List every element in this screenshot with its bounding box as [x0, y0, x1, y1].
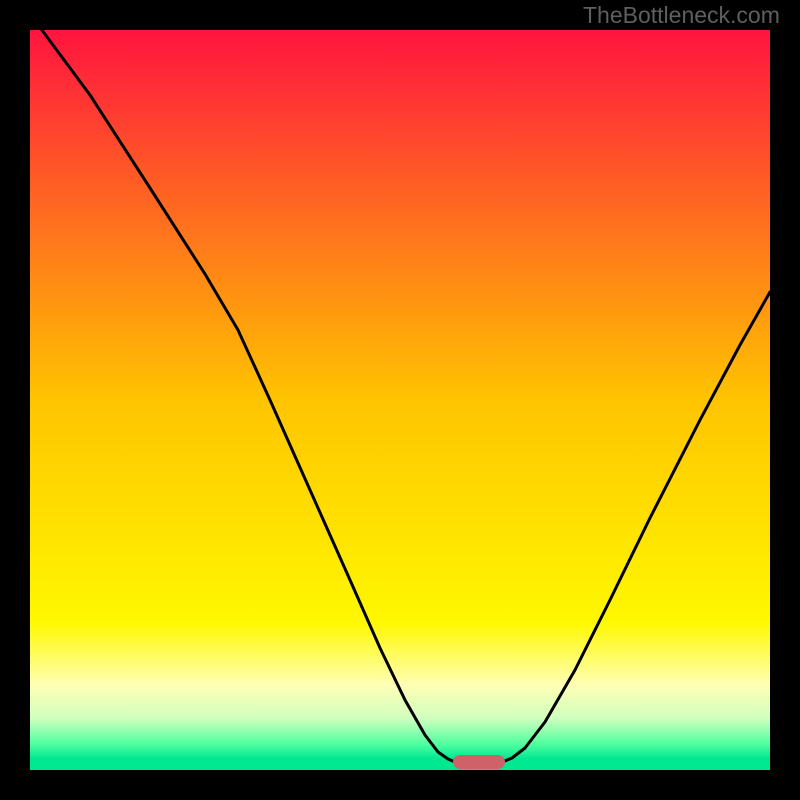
curve-line	[30, 14, 770, 762]
watermark-text: TheBottleneck.com	[583, 2, 780, 29]
bottleneck-curve	[0, 0, 800, 800]
optimal-marker	[453, 755, 505, 769]
